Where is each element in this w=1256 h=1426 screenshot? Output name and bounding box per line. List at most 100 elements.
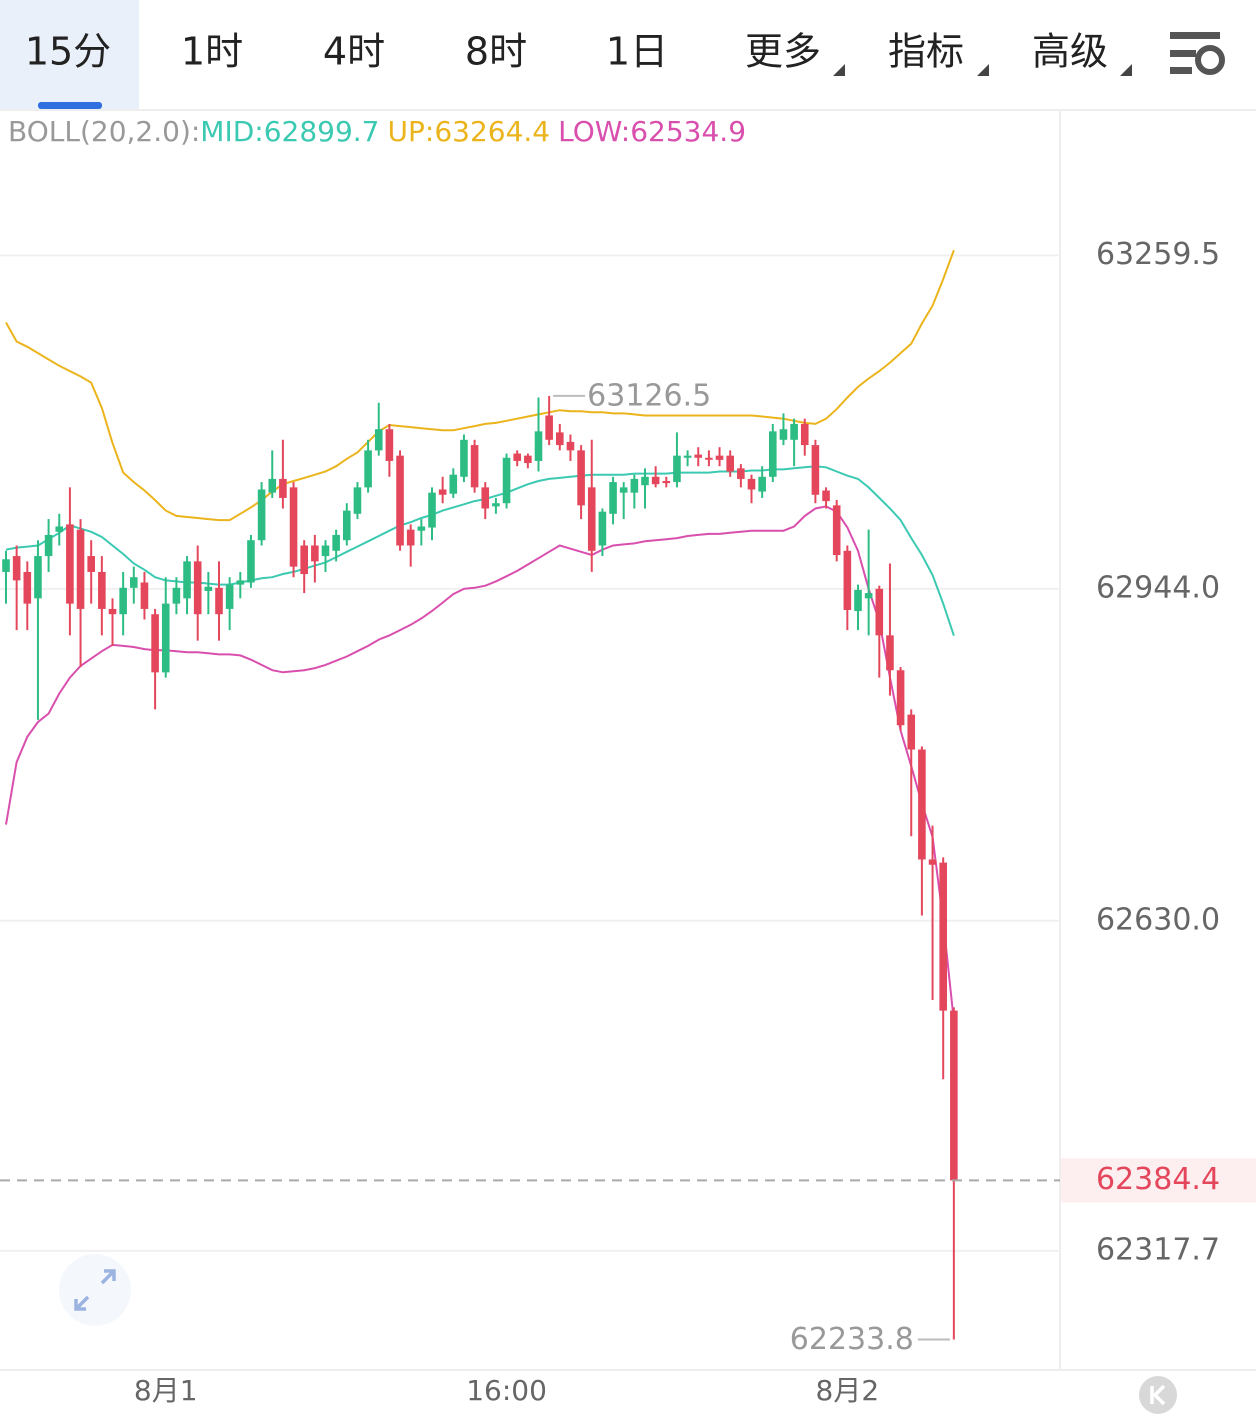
candle-body xyxy=(641,476,649,486)
candle-body xyxy=(161,603,170,673)
candle-body xyxy=(673,455,681,483)
y-tick-label: 62630.0 xyxy=(1096,902,1220,937)
candle-body xyxy=(321,545,330,557)
icon-bar xyxy=(1170,32,1220,39)
candle-body xyxy=(172,587,181,604)
candle-body xyxy=(662,481,671,484)
candle-body xyxy=(183,561,191,599)
max-label: 63126.5 xyxy=(587,378,711,413)
y-tick-label: 62317.7 xyxy=(1096,1232,1220,1267)
candle-body xyxy=(140,582,149,609)
indicator-legend: BOLL(20,2.0):MID:62899.7 UP:63264.4 LOW:62… xyxy=(8,115,746,148)
candle-body xyxy=(534,431,543,461)
tab[interactable]: 高级 xyxy=(1032,30,1108,74)
candle-body xyxy=(843,550,852,610)
settings-icon[interactable] xyxy=(1170,32,1225,75)
candle-body xyxy=(822,490,830,502)
indicator-label: BOLL(20,2.0): xyxy=(8,115,200,148)
candle-body xyxy=(23,571,32,604)
candle-body xyxy=(364,450,372,488)
reset-icon xyxy=(1150,1384,1166,1406)
candle-body xyxy=(875,588,884,636)
expand-button[interactable] xyxy=(59,1254,131,1326)
candle-body xyxy=(332,534,340,551)
candle-body xyxy=(34,556,42,599)
band-line xyxy=(5,249,955,522)
tab[interactable]: 1日 xyxy=(606,30,668,74)
candle-body xyxy=(747,478,756,490)
candle-body xyxy=(769,431,777,477)
candle-body xyxy=(247,540,255,583)
candle-body xyxy=(225,584,234,609)
icon-bar xyxy=(1170,67,1192,74)
candle-body xyxy=(566,441,575,451)
candle-body xyxy=(311,545,319,562)
candle-body xyxy=(428,492,436,528)
candle-body xyxy=(726,455,734,472)
tab[interactable]: 4时 xyxy=(323,30,385,74)
tab[interactable]: 15分 xyxy=(25,30,111,74)
candle-body xyxy=(918,749,926,860)
candle-body xyxy=(950,1010,958,1181)
tab[interactable]: 更多 xyxy=(745,30,821,74)
candle-body xyxy=(374,429,383,451)
band-line xyxy=(5,465,955,637)
candle-body xyxy=(44,534,53,557)
legend-low: LOW:62534.9 xyxy=(558,115,746,148)
candle-body xyxy=(630,478,639,493)
candle-body xyxy=(353,487,362,514)
candle-body xyxy=(556,432,564,446)
candle-body xyxy=(449,474,458,494)
icon-bar xyxy=(1170,50,1196,57)
min-label: 62233.8 xyxy=(790,1322,914,1357)
candle-body xyxy=(715,455,724,460)
candle-body xyxy=(545,415,553,440)
candle-body xyxy=(108,608,117,615)
candle-body xyxy=(758,476,766,492)
candle-body xyxy=(492,503,500,507)
dropdown-arrow xyxy=(977,64,989,76)
candle-body xyxy=(587,487,596,551)
candle-body xyxy=(609,482,617,514)
candle-body xyxy=(76,529,85,609)
candle-body xyxy=(939,862,947,1011)
selected-tab-indicator xyxy=(38,102,102,109)
candle-body xyxy=(886,635,894,671)
candle-body xyxy=(130,577,138,588)
candle-body xyxy=(854,589,862,612)
icon-gear xyxy=(1195,45,1225,75)
tab[interactable]: 1时 xyxy=(181,30,243,74)
candle-body xyxy=(438,489,447,495)
candle-body xyxy=(470,445,479,488)
current-price-label: 62384.4 xyxy=(1096,1162,1220,1197)
tab[interactable]: 8时 xyxy=(465,30,527,74)
candle-body xyxy=(779,429,788,440)
candle-body xyxy=(87,556,95,572)
x-tick-label: 8月2 xyxy=(816,1374,880,1407)
y-tick-label: 62944.0 xyxy=(1096,570,1220,605)
candle-body xyxy=(2,559,10,572)
candle-body xyxy=(12,556,21,581)
dropdown-arrow xyxy=(1120,64,1132,76)
candle-body xyxy=(737,468,745,479)
candle-body xyxy=(396,455,404,546)
candle-body xyxy=(268,478,277,493)
candle-body xyxy=(343,510,351,541)
candle-body xyxy=(98,571,106,609)
legend-mid: MID:62899.7 xyxy=(200,115,379,148)
candle-body xyxy=(800,423,809,446)
button-bg xyxy=(1139,1376,1177,1414)
candle-body xyxy=(385,429,394,461)
candle-body xyxy=(811,445,820,495)
candle-body xyxy=(119,587,127,615)
candle-body xyxy=(279,478,287,498)
candle-body xyxy=(502,457,511,504)
candle-body xyxy=(151,614,159,673)
candle-body xyxy=(417,526,426,531)
reset-button[interactable] xyxy=(1139,1376,1177,1414)
tab[interactable]: 指标 xyxy=(888,30,964,74)
candle-body xyxy=(460,439,468,477)
candle-body xyxy=(204,586,213,591)
